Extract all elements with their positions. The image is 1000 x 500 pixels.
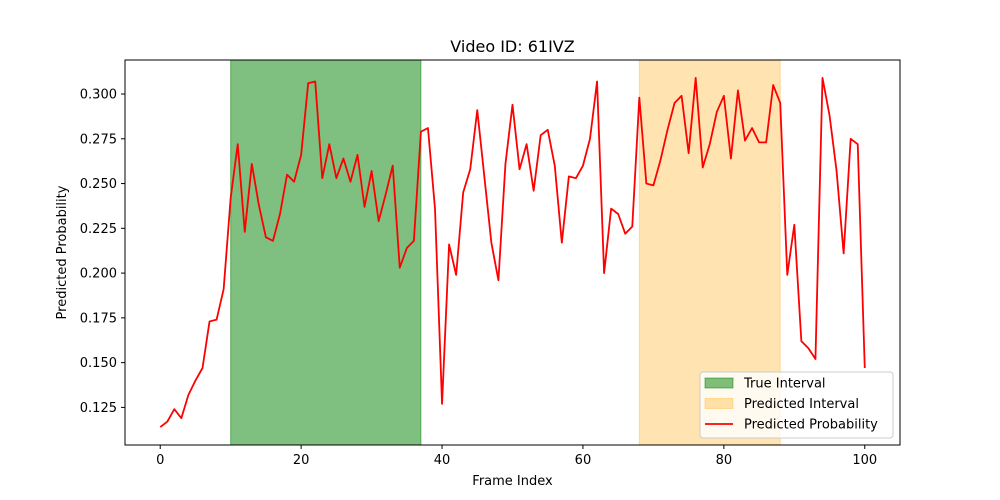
y-tick-label: 0.200 (80, 267, 117, 282)
series-lines (159, 77, 866, 428)
y-tick-label: 0.250 (80, 177, 117, 192)
x-tick-label: 40 (434, 453, 451, 468)
axes-frame (124, 59, 901, 446)
legend-label-2: Predicted Interval (744, 397, 859, 412)
x-tick-label: 60 (575, 453, 592, 468)
legend-box (699, 371, 894, 439)
series-line-1 (159, 77, 866, 428)
x-tick-label: 100 (852, 453, 877, 468)
chart-title: Video ID: 61IVZ (450, 37, 574, 56)
legend-swatch-2 (704, 398, 734, 409)
legend-label-1: True Interval (743, 377, 826, 392)
y-tick-label: 0.300 (80, 88, 117, 103)
legend-label-3: Predicted Probability (744, 418, 878, 433)
y-axis-ticks: 0.125 0.150 0.175 0.200 0.225 0.250 0.275 0.300 (80, 88, 125, 416)
legend-swatch-1 (704, 377, 734, 389)
x-tick-label: 80 (716, 453, 733, 468)
y-tick-label: 0.125 (80, 401, 117, 416)
y-tick-label: 0.175 (80, 311, 117, 326)
x-axis-label: Frame Index (472, 474, 553, 489)
legend-items: True Interval Predicted Interval Predicted… (704, 377, 878, 433)
y-tick-label: 0.150 (80, 356, 117, 371)
y-tick-label: 0.225 (80, 222, 117, 237)
x-tick-label: 0 (156, 453, 164, 468)
y-tick-label: 0.275 (80, 132, 117, 147)
interval-span-1 (230, 59, 422, 446)
y-axis-label: Predicted Probability (55, 185, 70, 319)
x-tick-label: 20 (293, 453, 310, 468)
legend: True Interval Predicted Interval Predicted… (699, 371, 894, 439)
x-axis-ticks: 0 20 40 60 80 100 (156, 445, 877, 468)
